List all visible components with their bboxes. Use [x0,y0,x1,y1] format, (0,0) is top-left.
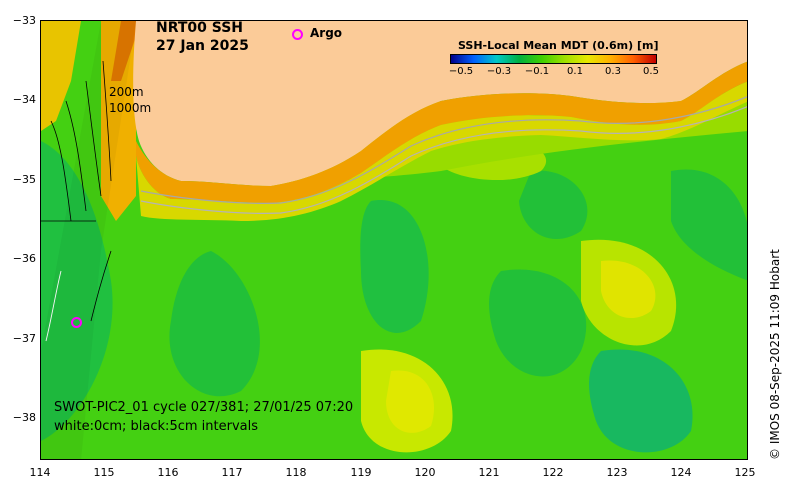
contour-line [50,120,72,222]
x-tick-label: 124 [670,466,692,479]
high-ssh-core [386,370,435,433]
coastal-mid-band [136,81,747,221]
x-tick-label: 125 [734,466,756,479]
y-tick-label: −33 [12,14,36,27]
argo-legend-icon [292,29,303,40]
x-tick-label: 117 [221,466,243,479]
depth-label-1000m: 1000m [109,101,152,115]
low-ssh-blob [169,251,260,397]
colorbar-tick: −0.3 [486,66,512,77]
y-tick-label: −34 [12,93,36,106]
low-ssh-blob [589,349,693,453]
low-ssh-blob [360,200,429,333]
y-tick-label: −36 [12,252,36,265]
swot-swath [41,21,136,459]
zero-contour [45,270,62,342]
colorbar-tick: 0.3 [605,66,621,77]
x-tick-label: 122 [542,466,564,479]
colorbar-tick: −0.5 [448,66,474,77]
imos-credit: © IMOS 08-Sep-2025 11:09 Hobart [768,249,782,460]
contour-line [90,250,112,322]
product-title: NRT00 SSH [156,20,244,36]
x-tick-label: 123 [606,466,628,479]
x-tick-label: 114 [29,466,51,479]
x-tick-label: 119 [350,466,372,479]
map-plot-area[interactable] [40,20,748,460]
y-tick-label: −37 [12,332,36,345]
x-tick-label: 116 [157,466,179,479]
low-ssh-blob [671,169,747,281]
argo-float-marker[interactable] [71,317,82,328]
colorbar-tick: −0.1 [524,66,550,77]
low-ssh-blob [519,170,588,240]
contour-line [102,60,112,182]
x-tick-label: 120 [414,466,436,479]
shelf-peak [111,21,141,81]
contour-line [65,100,87,212]
x-tick-label: 118 [285,466,307,479]
low-ssh-west [41,141,113,441]
colorbar-tick: 0.1 [567,66,583,77]
date-title: 27 Jan 2025 [156,38,249,54]
low-ssh-blob [489,269,587,377]
x-tick-label: 115 [93,466,115,479]
coastal-high-band [136,61,747,203]
y-tick-label: −38 [12,411,36,424]
contour-info: white:0cm; black:5cm intervals [54,419,258,434]
y-tick-label: −35 [12,173,36,186]
argo-legend-label: Argo [310,26,343,40]
high-ssh-core [601,260,656,319]
colorbar-title: SSH-Local Mean MDT (0.6m) [m] [458,39,659,52]
shelf-high-west [41,21,81,131]
x-tick-label: 121 [478,466,500,479]
ssh-field [41,21,747,459]
depth-label-200m: 200m [109,85,144,99]
colorbar-tick: 0.5 [643,66,659,77]
isobath-200m [140,96,747,204]
swot-info: SWOT-PIC2_01 cycle 027/381; 27/01/25 07:… [54,400,354,415]
colorbar [450,54,657,64]
isobath-1000m [140,106,747,214]
contour-line [85,80,102,197]
